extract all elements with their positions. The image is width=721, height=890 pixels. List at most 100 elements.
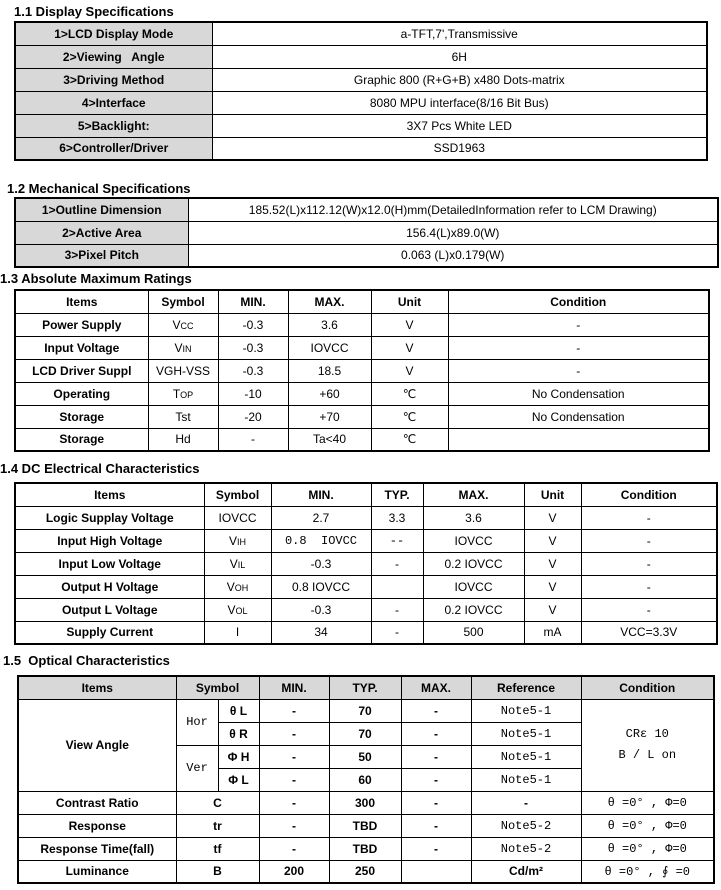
table-row: θ R - 70 - Note5-1: [18, 721, 714, 746]
symbol-cell: B: [175, 859, 260, 884]
typ-cell: 70: [328, 698, 402, 723]
column-header-max: MAX.: [287, 289, 372, 314]
condition-cell: [447, 427, 710, 452]
reference-cell: Note5-2: [470, 836, 582, 861]
symbol-sub: IL: [237, 559, 246, 570]
unit-cell: ℃: [370, 427, 449, 452]
table-row: Response Time(fall) tf - TBD - Note5-2 θ…: [17, 836, 715, 861]
condition-cell: θ =0° , Φ=0: [580, 836, 715, 861]
item-cell: Input Voltage: [14, 335, 149, 360]
spec-value: Graphic 800 (R+G+B) x480 Dots-matrix: [211, 67, 708, 92]
column-header-symbol: Symbol: [203, 482, 272, 507]
spec-label: 1>LCD Display Mode: [14, 21, 213, 46]
symbol-cell: Φ H: [217, 744, 260, 769]
table-display-specifications: 1>LCD Display Mode a-TFT,7',Transmissive…: [14, 21, 708, 161]
condition-cell: No Condensation: [447, 404, 710, 429]
reference-cell: Note5-1: [470, 744, 582, 769]
spec-value: 3X7 Pcs White LED: [211, 113, 708, 138]
table-row: 6>Controller/Driver SSD1963: [14, 136, 708, 161]
table-row: 5>Backlight: 3X7 Pcs White LED: [14, 113, 708, 138]
condition-cell: -: [447, 312, 710, 337]
symbol-cell: VGH-VSS: [147, 358, 219, 383]
column-header-typ: TYP.: [370, 482, 424, 507]
unit-cell: V: [523, 528, 582, 553]
table-row: Supply Current I 34 - 500 mA VCC=3.3V: [14, 620, 718, 645]
symbol-sub: OP: [180, 389, 194, 400]
min-cell: -0.3: [217, 312, 289, 337]
table-row: Output L Voltage VOL -0.3 - 0.2 IOVCC V …: [14, 597, 718, 622]
symbol-cell: VOL: [203, 597, 272, 622]
item-cell: View Angle: [17, 698, 177, 792]
table-row: Storage Tst -20 +70 ℃ No Condensation: [14, 404, 710, 429]
typ-cell: 250: [328, 859, 402, 884]
unit-cell: V: [523, 551, 582, 576]
condition-cell: θ =0° , ∮ =0: [580, 859, 715, 884]
min-cell: -: [258, 767, 330, 792]
table-header-row: Items Symbol MIN. TYP. MAX. Reference Co…: [17, 675, 715, 700]
symbol-base: Hd: [175, 432, 191, 447]
min-cell: -: [258, 698, 330, 723]
item-cell: Operating: [14, 381, 149, 406]
table-row: Input Low Voltage VIL -0.3 - 0.2 IOVCC V…: [14, 551, 718, 576]
column-header-condition: Condition: [580, 482, 718, 507]
condition-cell: VCC=3.3V: [580, 620, 718, 645]
max-cell: -: [400, 836, 472, 861]
max-cell: +70: [287, 404, 372, 429]
symbol-base: I: [235, 625, 240, 640]
symbol-base: V: [227, 602, 236, 617]
min-cell: -: [258, 721, 330, 746]
min-cell: 0.8 IOVCC: [270, 528, 372, 553]
min-cell: 0.8 IOVCC: [270, 574, 372, 599]
typ-cell: [370, 574, 424, 599]
item-cell: Response: [17, 813, 177, 838]
min-cell: -0.3: [217, 335, 289, 360]
symbol-base: V: [226, 579, 235, 594]
max-cell: -: [400, 790, 472, 815]
table-mechanical-specifications: 1>Outline Dimension 185.52(L)x112.12(W)x…: [14, 197, 719, 268]
spec-label: 2>Active Area: [14, 220, 189, 245]
spec-label: 3>Driving Method: [14, 67, 213, 92]
typ-cell: -: [370, 620, 424, 645]
item-cell: Input High Voltage: [14, 528, 205, 553]
typ-cell: 50: [328, 744, 402, 769]
column-header-items: Items: [17, 675, 177, 700]
section-title-display-specifications: 1.1 Display Specifications: [14, 4, 174, 19]
unit-cell: V: [370, 358, 449, 383]
symbol-cell: Φ L: [217, 767, 260, 792]
table-row: 3>Pixel Pitch 0.063 (L)x0.179(W): [14, 243, 719, 268]
min-cell: -: [217, 427, 289, 452]
column-header-typ: TYP.: [328, 675, 402, 700]
symbol-cell: VCC: [147, 312, 219, 337]
spec-value: 6H: [211, 44, 708, 69]
spec-value: 8080 MPU interface(8/16 Bit Bus): [211, 90, 708, 115]
table-row: Contrast Ratio C - 300 - - θ =0° , Φ=0: [17, 790, 715, 815]
max-cell: 0.2 IOVCC: [422, 597, 525, 622]
max-cell: -: [400, 767, 472, 792]
table-row: Logic Supplay Voltage IOVCC 2.7 3.3 3.6 …: [14, 505, 718, 530]
symbol-sub: IN: [182, 343, 192, 354]
table-row: Storage Hd - Ta<40 ℃: [14, 427, 710, 452]
table-row: 1>LCD Display Mode a-TFT,7',Transmissive: [14, 21, 708, 46]
unit-cell: V: [523, 574, 582, 599]
typ-cell: -: [370, 597, 424, 622]
table-row: Response tr - TBD - Note5-2 θ =0° , Φ=0: [17, 813, 715, 838]
column-header-min: MIN.: [258, 675, 330, 700]
max-cell: -: [400, 813, 472, 838]
condition-cell: -: [447, 335, 710, 360]
item-cell: Contrast Ratio: [17, 790, 177, 815]
symbol-cell: TOP: [147, 381, 219, 406]
item-cell: Supply Current: [14, 620, 205, 645]
min-cell: -20: [217, 404, 289, 429]
angle-group-cell: Hor: [175, 698, 219, 746]
spec-value: 156.4(L)x89.0(W): [187, 220, 719, 245]
max-cell: [400, 859, 472, 884]
symbol-cell: Hd: [147, 427, 219, 452]
spec-label: 6>Controller/Driver: [14, 136, 213, 161]
column-header-condition: Condition: [580, 675, 715, 700]
table-dc-electrical-characteristics: Items Symbol MIN. TYP. MAX. Unit Conditi…: [14, 482, 718, 645]
table-optical-characteristics: Items Symbol MIN. TYP. MAX. Reference Co…: [17, 675, 715, 884]
condition-cell: θ =0° , Φ=0: [580, 813, 715, 838]
condition-cell: -: [580, 551, 718, 576]
symbol-sub: OH: [234, 582, 249, 593]
column-header-condition: Condition: [447, 289, 710, 314]
